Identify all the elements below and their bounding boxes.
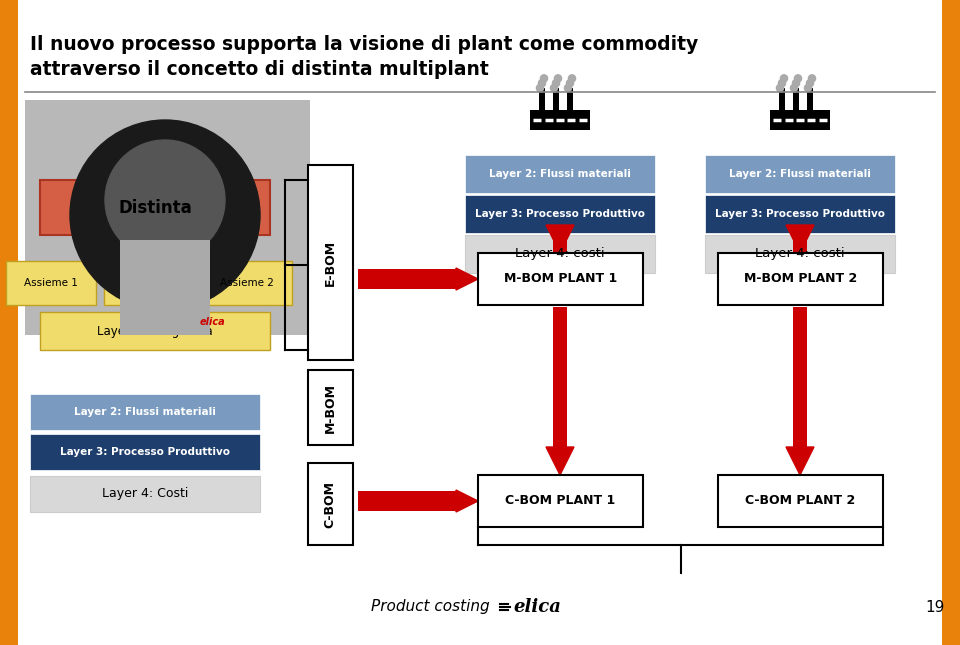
FancyBboxPatch shape xyxy=(358,269,456,289)
Circle shape xyxy=(804,84,811,92)
Circle shape xyxy=(564,84,571,92)
Circle shape xyxy=(105,140,225,260)
Polygon shape xyxy=(786,447,814,475)
Text: elica: elica xyxy=(513,598,561,616)
Text: Layer 1: Anagrafica: Layer 1: Anagrafica xyxy=(97,324,213,337)
Text: Layer 3: Processo Produttivo: Layer 3: Processo Produttivo xyxy=(60,447,230,457)
Circle shape xyxy=(790,84,798,92)
Text: Product costing: Product costing xyxy=(372,599,490,615)
Polygon shape xyxy=(130,310,180,350)
FancyBboxPatch shape xyxy=(0,0,18,645)
FancyBboxPatch shape xyxy=(30,434,260,470)
Polygon shape xyxy=(786,225,814,253)
FancyBboxPatch shape xyxy=(202,261,292,305)
Text: Layer 3: Processo Produttivo: Layer 3: Processo Produttivo xyxy=(475,209,645,219)
FancyBboxPatch shape xyxy=(40,180,270,235)
FancyBboxPatch shape xyxy=(120,240,210,335)
FancyBboxPatch shape xyxy=(567,88,573,110)
FancyBboxPatch shape xyxy=(770,110,830,130)
FancyBboxPatch shape xyxy=(530,110,590,130)
FancyBboxPatch shape xyxy=(942,0,960,645)
FancyBboxPatch shape xyxy=(779,88,785,110)
Text: M-BOM: M-BOM xyxy=(324,383,337,433)
FancyBboxPatch shape xyxy=(539,88,545,110)
Polygon shape xyxy=(456,490,478,512)
Circle shape xyxy=(792,79,800,87)
Text: Layer 2: Flussi materiali: Layer 2: Flussi materiali xyxy=(74,407,216,417)
Text: M-BOM PLANT 2: M-BOM PLANT 2 xyxy=(744,272,857,286)
Text: attraverso il concetto di distinta multiplant: attraverso il concetto di distinta multi… xyxy=(30,60,489,79)
FancyBboxPatch shape xyxy=(478,475,643,527)
FancyBboxPatch shape xyxy=(553,225,567,275)
FancyBboxPatch shape xyxy=(465,195,655,233)
FancyBboxPatch shape xyxy=(465,235,655,273)
Text: C-BOM PLANT 1: C-BOM PLANT 1 xyxy=(505,495,615,508)
Circle shape xyxy=(568,75,576,82)
Text: Assieme 3: Assieme 3 xyxy=(122,278,176,288)
Polygon shape xyxy=(546,447,574,475)
Circle shape xyxy=(777,84,783,92)
Text: Layer 2: Flussi materiali: Layer 2: Flussi materiali xyxy=(729,169,871,179)
Circle shape xyxy=(555,75,562,82)
Text: Layer 4: costi: Layer 4: costi xyxy=(756,248,845,261)
FancyBboxPatch shape xyxy=(30,476,260,512)
FancyBboxPatch shape xyxy=(553,307,567,447)
FancyBboxPatch shape xyxy=(718,253,883,305)
FancyBboxPatch shape xyxy=(553,88,559,110)
FancyBboxPatch shape xyxy=(104,261,194,305)
Text: Distinta: Distinta xyxy=(118,199,192,217)
Circle shape xyxy=(70,120,260,310)
Text: Assieme 2: Assieme 2 xyxy=(220,278,274,288)
Circle shape xyxy=(537,84,543,92)
Polygon shape xyxy=(546,225,574,253)
Text: M-BOM PLANT 1: M-BOM PLANT 1 xyxy=(504,272,617,286)
Text: 19: 19 xyxy=(925,599,945,615)
Text: C-BOM PLANT 2: C-BOM PLANT 2 xyxy=(745,495,855,508)
Text: Assieme 1: Assieme 1 xyxy=(24,278,78,288)
FancyBboxPatch shape xyxy=(793,307,807,447)
FancyBboxPatch shape xyxy=(40,312,270,350)
Text: Layer 2: Flussi materiali: Layer 2: Flussi materiali xyxy=(489,169,631,179)
FancyBboxPatch shape xyxy=(793,88,799,110)
Text: E-BOM: E-BOM xyxy=(324,240,337,286)
Circle shape xyxy=(539,79,545,87)
Text: Layer 4: costi: Layer 4: costi xyxy=(516,248,605,261)
FancyBboxPatch shape xyxy=(6,261,96,305)
Circle shape xyxy=(780,75,787,82)
Text: Layer 3: Processo Produttivo: Layer 3: Processo Produttivo xyxy=(715,209,885,219)
FancyBboxPatch shape xyxy=(308,165,353,360)
FancyBboxPatch shape xyxy=(308,370,353,445)
Circle shape xyxy=(806,79,814,87)
Circle shape xyxy=(550,84,558,92)
Circle shape xyxy=(795,75,802,82)
FancyBboxPatch shape xyxy=(18,0,942,645)
FancyBboxPatch shape xyxy=(478,253,643,305)
Circle shape xyxy=(566,79,574,87)
FancyBboxPatch shape xyxy=(705,235,895,273)
FancyBboxPatch shape xyxy=(718,475,883,527)
FancyBboxPatch shape xyxy=(308,463,353,545)
FancyBboxPatch shape xyxy=(465,155,655,193)
Polygon shape xyxy=(456,268,478,290)
FancyBboxPatch shape xyxy=(358,491,456,511)
FancyBboxPatch shape xyxy=(30,394,260,430)
Circle shape xyxy=(779,79,785,87)
Circle shape xyxy=(552,79,560,87)
Text: elica: elica xyxy=(200,317,225,327)
Text: C-BOM: C-BOM xyxy=(324,481,337,528)
Text: Layer 4: Costi: Layer 4: Costi xyxy=(102,488,188,501)
FancyBboxPatch shape xyxy=(705,195,895,233)
FancyBboxPatch shape xyxy=(807,88,813,110)
Circle shape xyxy=(540,75,547,82)
FancyBboxPatch shape xyxy=(705,155,895,193)
FancyBboxPatch shape xyxy=(25,100,310,335)
Circle shape xyxy=(808,75,816,82)
FancyBboxPatch shape xyxy=(793,225,807,275)
Text: Il nuovo processo supporta la visione di plant come commodity: Il nuovo processo supporta la visione di… xyxy=(30,35,698,54)
FancyBboxPatch shape xyxy=(140,235,170,310)
